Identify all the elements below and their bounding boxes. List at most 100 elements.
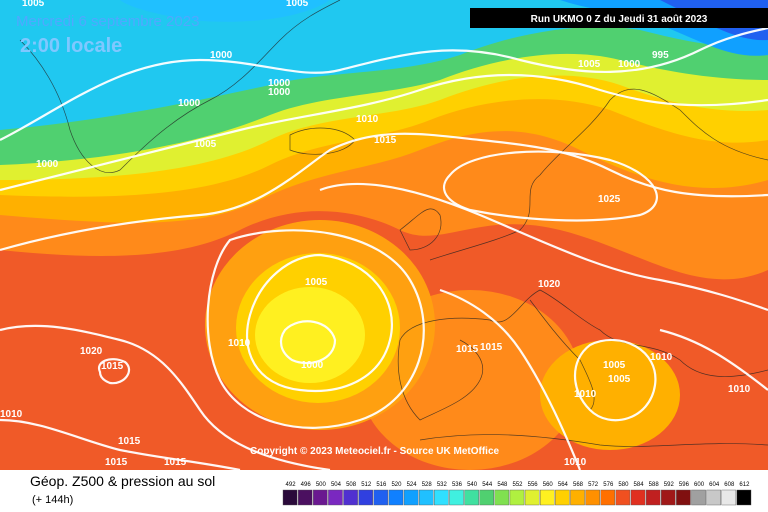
legend-swatch xyxy=(645,489,661,506)
isobar-label: 1005 xyxy=(603,360,626,371)
legend-swatch xyxy=(403,489,419,506)
isobar xyxy=(573,339,657,422)
isobar xyxy=(0,324,331,470)
coastline xyxy=(399,208,442,251)
legend-swatch xyxy=(373,489,389,506)
isobar-label: 1010 xyxy=(564,457,587,468)
legend-swatch xyxy=(721,489,737,506)
isobar xyxy=(245,253,393,392)
legend-swatch xyxy=(539,489,555,506)
band-yellow-light xyxy=(255,287,365,383)
isobar xyxy=(319,182,768,312)
isobar-label: 995 xyxy=(652,50,669,61)
legend-label: 492 xyxy=(286,482,297,488)
legend-swatch xyxy=(479,489,495,506)
legend-label: 556 xyxy=(528,482,539,488)
isobar-label: 1005 xyxy=(194,139,217,150)
coastline xyxy=(419,434,768,447)
legend-swatch xyxy=(555,489,570,506)
legend-label: 596 xyxy=(679,482,690,488)
legend-label: 580 xyxy=(618,482,629,488)
isobar-label: 1015 xyxy=(480,342,503,353)
legend-label: 512 xyxy=(361,482,372,488)
field xyxy=(0,0,768,470)
legend-label: 504 xyxy=(331,482,342,488)
legend-label: 540 xyxy=(467,482,478,488)
run-label: Run UKMO 0 Z du Jeudi 31 août 2023 xyxy=(531,14,708,25)
legend-label: 552 xyxy=(512,482,523,488)
legend-swatch xyxy=(343,489,358,506)
legend-label: 564 xyxy=(558,482,569,488)
legend-swatch xyxy=(736,489,752,506)
legend-swatch xyxy=(615,489,631,506)
band-cyan xyxy=(120,0,330,22)
isobar-label: 1010 xyxy=(650,352,673,363)
legend-label: 496 xyxy=(301,482,312,488)
isobar-label: 1020 xyxy=(80,346,103,357)
legend-label: 560 xyxy=(543,482,554,488)
legend-label: 532 xyxy=(437,482,448,488)
isobar xyxy=(0,132,768,252)
legend-label: 600 xyxy=(694,482,705,488)
legend-label: 588 xyxy=(649,482,660,488)
isobar xyxy=(0,73,768,192)
isobar-label: 1000 xyxy=(301,360,324,371)
legend-swatch xyxy=(585,489,600,506)
isobar-label: 1005 xyxy=(286,0,309,9)
date-label: Mercredi 6 septembre 2023 xyxy=(16,13,199,30)
legend-swatch xyxy=(449,489,464,506)
band-cyan xyxy=(0,0,768,130)
isobar-label: 1010 xyxy=(228,338,251,349)
isobar-label: 1015 xyxy=(456,344,479,355)
isobar-label: 1010 xyxy=(0,409,23,420)
legend-swatch xyxy=(434,489,449,506)
isobar-label: 1005 xyxy=(608,374,631,385)
legend-swatch xyxy=(464,489,479,506)
isobar-label: 1010 xyxy=(574,389,597,400)
isobar-label: 1000 xyxy=(618,59,641,70)
legend-swatch xyxy=(706,489,721,506)
legend-swatch xyxy=(570,489,585,506)
legend-swatch xyxy=(509,489,525,506)
legend-label: 568 xyxy=(573,482,584,488)
isobar-label: 1000 xyxy=(178,98,201,109)
isobar-label: 1020 xyxy=(538,279,561,290)
isobar-label: 1015 xyxy=(105,457,128,468)
isobar-label: 1000 xyxy=(210,50,233,61)
coastline xyxy=(399,289,768,377)
legend-swatch xyxy=(358,489,373,506)
legend-label: 612 xyxy=(739,482,750,488)
legend-label: 508 xyxy=(346,482,357,488)
isobar-label: 1005 xyxy=(305,277,328,288)
isobar-label: 1000 xyxy=(268,87,291,98)
legend-swatch xyxy=(328,489,343,506)
isobar xyxy=(279,320,337,365)
legend-swatch xyxy=(691,489,706,506)
isobar-label: 1010 xyxy=(356,114,379,125)
legend-swatch xyxy=(661,489,676,506)
legend-swatch xyxy=(313,489,328,506)
isobar-label: 1010 xyxy=(728,384,751,395)
legend-label: 500 xyxy=(316,482,327,488)
isobar-label: 1015 xyxy=(118,436,141,447)
legend-label: 592 xyxy=(664,482,675,488)
legend-label: 528 xyxy=(422,482,433,488)
isobar-label: 1000 xyxy=(268,78,291,89)
legend-swatch xyxy=(494,489,510,506)
legend-swatch xyxy=(676,489,691,506)
legend-label: 604 xyxy=(709,482,720,488)
color-legend: 492 496 500 504 508 512 516 520 524 528 532 536 540 5… xyxy=(282,482,752,506)
legend-label: 548 xyxy=(497,482,508,488)
legend-swatch xyxy=(297,489,313,506)
legend-swatch xyxy=(524,489,540,506)
isobar xyxy=(0,418,241,470)
legend-swatch xyxy=(600,489,616,506)
legend-label: 584 xyxy=(634,482,645,488)
coastline xyxy=(429,88,768,261)
legend-label: 576 xyxy=(603,482,614,488)
legend-swatch xyxy=(418,489,434,506)
coastline xyxy=(19,0,341,173)
legend-label: 544 xyxy=(482,482,493,488)
run-box xyxy=(470,8,768,28)
